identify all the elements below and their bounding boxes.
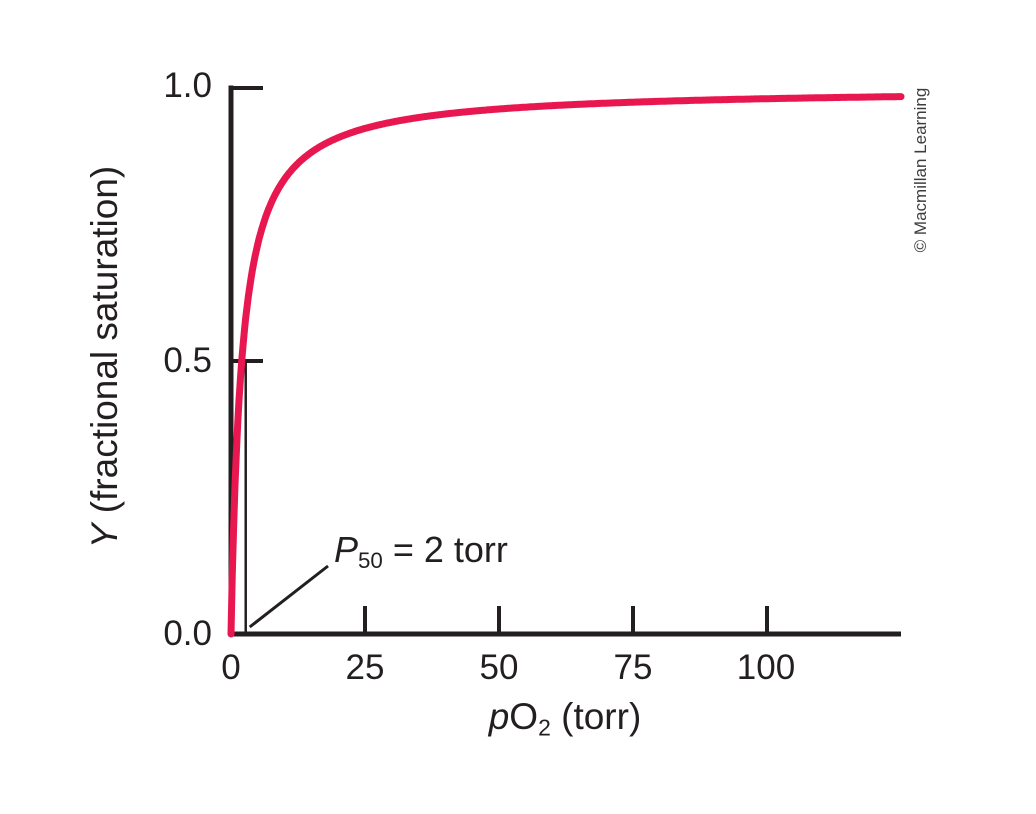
x-tick-label-75: 75 xyxy=(613,648,653,687)
x-axis-symbol: p xyxy=(488,696,510,737)
y-axis-title: Y (fractional saturation) xyxy=(82,112,128,602)
x-axis-molecule: O xyxy=(509,696,539,737)
x-axis-title-rest: (torr) xyxy=(550,696,642,737)
y-tick-label-0-0: 0.0 xyxy=(163,614,212,653)
y-axis-symbol: Y xyxy=(84,523,125,549)
p50-subscript: 50 xyxy=(358,548,383,574)
y-tick-label-0-5: 0.5 xyxy=(163,341,212,380)
x-tick-label-25: 25 xyxy=(345,648,385,687)
y-tick-label-1-0: 1.0 xyxy=(163,66,212,105)
p50-annotation: P50 = 2 torr xyxy=(334,529,508,574)
annotation-leader-line xyxy=(248,564,329,629)
y-axis-title-rest: (fractional saturation) xyxy=(84,165,125,524)
x-axis-subscript: 2 xyxy=(538,714,551,741)
p50-value: = 2 torr xyxy=(382,529,508,570)
x-tick-label-0: 0 xyxy=(221,648,241,687)
copyright-credit: © Macmillan Learning xyxy=(911,87,930,253)
x-tick-label-100: 100 xyxy=(736,648,796,687)
p50-symbol: P xyxy=(334,529,359,570)
saturation-curve xyxy=(227,93,905,638)
x-axis-title: pO2 (torr) xyxy=(365,694,765,740)
x-tick-label-50: 50 xyxy=(479,648,519,687)
